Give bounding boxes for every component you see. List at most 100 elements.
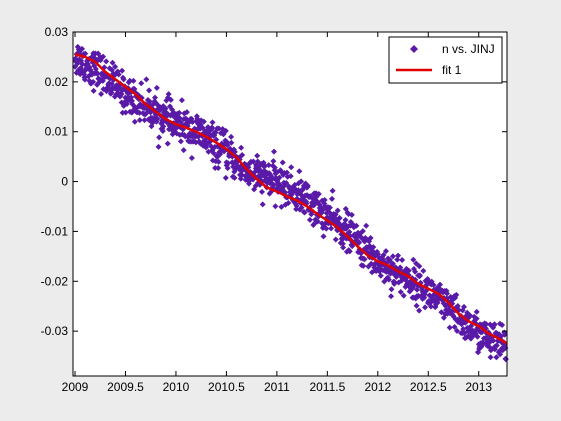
data-point (271, 164, 278, 171)
data-point (497, 351, 504, 358)
data-point (138, 80, 145, 87)
data-point (443, 290, 450, 297)
data-point (487, 354, 494, 361)
data-point (178, 97, 185, 104)
data-point (222, 127, 229, 134)
data-point (328, 225, 335, 232)
data-point (99, 77, 106, 84)
data-point (377, 272, 384, 279)
data-point (413, 302, 420, 309)
data-point (189, 119, 196, 126)
data-point (342, 217, 349, 224)
data-point (288, 164, 295, 171)
legend: n vs. JINJ fit 1 (388, 36, 503, 84)
data-point (279, 159, 286, 166)
data-point (326, 204, 333, 211)
data-point (367, 234, 374, 241)
data-point (159, 128, 166, 135)
data-point (353, 222, 360, 229)
data-point (298, 178, 305, 185)
x-axis: 2009 2009.5 2010 2010.5 2011 2011.5 2012 2012.5… (62, 32, 492, 394)
y-tick-label: -0.03 (41, 324, 69, 338)
data-point (453, 291, 460, 298)
data-point (200, 118, 207, 125)
data-point (74, 60, 81, 67)
data-point (258, 188, 265, 195)
data-point (370, 244, 377, 251)
data-point (334, 207, 341, 214)
data-point (167, 96, 174, 103)
data-point (119, 67, 126, 74)
data-point (79, 45, 86, 52)
data-point (422, 304, 429, 311)
data-point (389, 253, 396, 260)
data-point (301, 209, 308, 216)
data-point (212, 165, 219, 172)
data-point (254, 152, 261, 159)
data-point (146, 87, 153, 94)
data-point (276, 174, 283, 181)
data-point (183, 109, 190, 116)
data-point (385, 276, 392, 283)
data-point (109, 59, 116, 66)
data-point (180, 147, 187, 154)
data-point (304, 182, 311, 189)
data-point (197, 125, 204, 132)
data-point (483, 321, 490, 328)
data-point (395, 252, 402, 259)
x-tick-label: 2009 (62, 380, 89, 394)
axes-box (72, 31, 508, 377)
data-point (224, 165, 231, 172)
x-tick-label: 2011.5 (309, 380, 345, 394)
data-point (152, 94, 159, 101)
data-point (491, 321, 498, 328)
data-point (180, 126, 187, 133)
data-point (410, 256, 417, 263)
data-point (314, 218, 321, 225)
data-point (493, 354, 500, 361)
y-tick-label: 0 (61, 175, 68, 189)
data-point (416, 307, 423, 314)
y-tick-label: 0.01 (45, 125, 69, 139)
data-point (205, 124, 212, 131)
data-point (283, 180, 290, 187)
data-point (420, 267, 427, 274)
data-point (122, 109, 129, 116)
data-point (115, 71, 122, 78)
data-point (90, 78, 97, 85)
data-point (499, 321, 506, 328)
data-point (332, 236, 339, 243)
y-tick-label: -0.01 (41, 224, 69, 238)
data-point (270, 181, 277, 188)
x-tick-label: 2012 (364, 380, 391, 394)
fit-line (74, 53, 508, 345)
data-point (154, 115, 161, 122)
data-point (339, 240, 346, 247)
data-point (391, 278, 398, 285)
data-point (130, 77, 137, 84)
data-point (400, 292, 407, 299)
data-point (306, 216, 313, 223)
data-point (416, 272, 423, 279)
data-point (141, 117, 148, 124)
data-point (320, 233, 327, 240)
data-point (228, 133, 235, 140)
x-tick-label: 2010.5 (208, 380, 245, 394)
data-point (108, 89, 115, 96)
data-point (98, 91, 105, 98)
data-point (250, 158, 257, 165)
data-point (162, 105, 169, 112)
data-point (156, 134, 163, 141)
data-point (225, 160, 232, 167)
data-point (112, 63, 119, 70)
data-point (370, 248, 377, 255)
y-tick-label: 0.03 (45, 25, 69, 39)
data-point (382, 248, 389, 255)
y-tick-label: -0.02 (41, 274, 69, 288)
data-point (451, 324, 458, 331)
data-point (493, 342, 500, 349)
data-point (228, 139, 235, 146)
data-point (329, 187, 336, 194)
y-tick-label: 0.02 (45, 75, 69, 89)
